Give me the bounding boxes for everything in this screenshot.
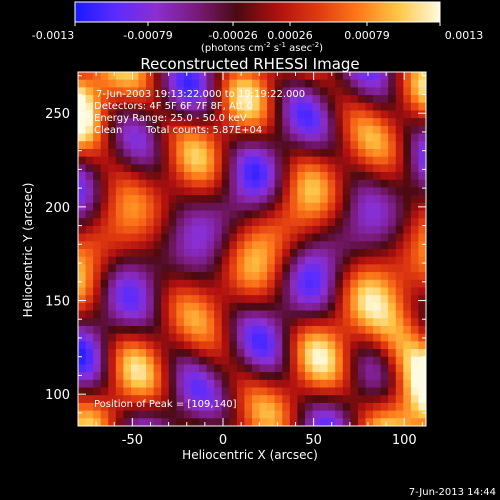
unit-sup: -2: [264, 41, 271, 49]
colorbar-unit-label: (photons cm-2 s-1 asec-2): [201, 41, 323, 54]
x-tick-label: 0: [219, 433, 227, 448]
y-tick-label: 200: [45, 201, 70, 216]
x-tick-label: 50: [305, 433, 322, 448]
colorbar: -0.0013 -0.00079 -0.00026 0.00026 0.0007…: [32, 1, 484, 54]
colorbar-tick-label: -0.0013: [32, 29, 74, 42]
x-tick-label: -50: [122, 433, 143, 448]
unit-part: asec: [286, 43, 312, 54]
chart-title: Reconstructed RHESSI Image: [140, 55, 359, 73]
annotation-total-counts: Total counts: 5.87E+04: [145, 125, 262, 136]
annotation-clean: Clean: [94, 125, 122, 136]
colorbar-ticks: [74, 22, 441, 26]
footer-timestamp: 7-Jun-2013 14:44: [409, 487, 496, 498]
annotation-time-range: 7-Jun-2003 19:13:22.000 to 19:19:22.000: [96, 89, 305, 100]
unit-part: ): [319, 43, 323, 54]
y-tick-label: 100: [45, 388, 70, 403]
colorbar-tick-label: -0.00026: [208, 29, 257, 42]
colorbar-tick-label: 0.00079: [344, 29, 390, 42]
unit-part: s: [271, 43, 279, 54]
x-axis-label: Heliocentric X (arcsec): [182, 448, 318, 462]
y-axis-label: Heliocentric Y (arcsec): [21, 183, 35, 318]
annotation-energy-range: Energy Range: 25.0 - 50.0 keV: [94, 113, 247, 124]
colorbar-strip: [74, 1, 441, 23]
axis-ticks: [77, 72, 426, 426]
unit-part: (photons cm: [201, 43, 264, 54]
annotation-detectors: Detectors: 4F 5F 6F 7F 8F, Att 0: [94, 101, 253, 112]
unit-sup: -2: [312, 41, 319, 49]
y-tick-label: 250: [45, 107, 70, 122]
peak-position-label: Position of Peak = [109,140]: [94, 399, 237, 410]
heatmap-image: [78, 72, 426, 426]
colorbar-tick-label: -0.00079: [123, 29, 172, 42]
plot-frame: [77, 71, 427, 427]
colorbar-tick-label: 0.0013: [445, 29, 484, 42]
unit-sup: -1: [279, 41, 286, 49]
y-tick-label: 150: [45, 295, 70, 310]
x-tick-label: 100: [392, 433, 417, 448]
colorbar-tick-label: 0.00026: [267, 29, 313, 42]
